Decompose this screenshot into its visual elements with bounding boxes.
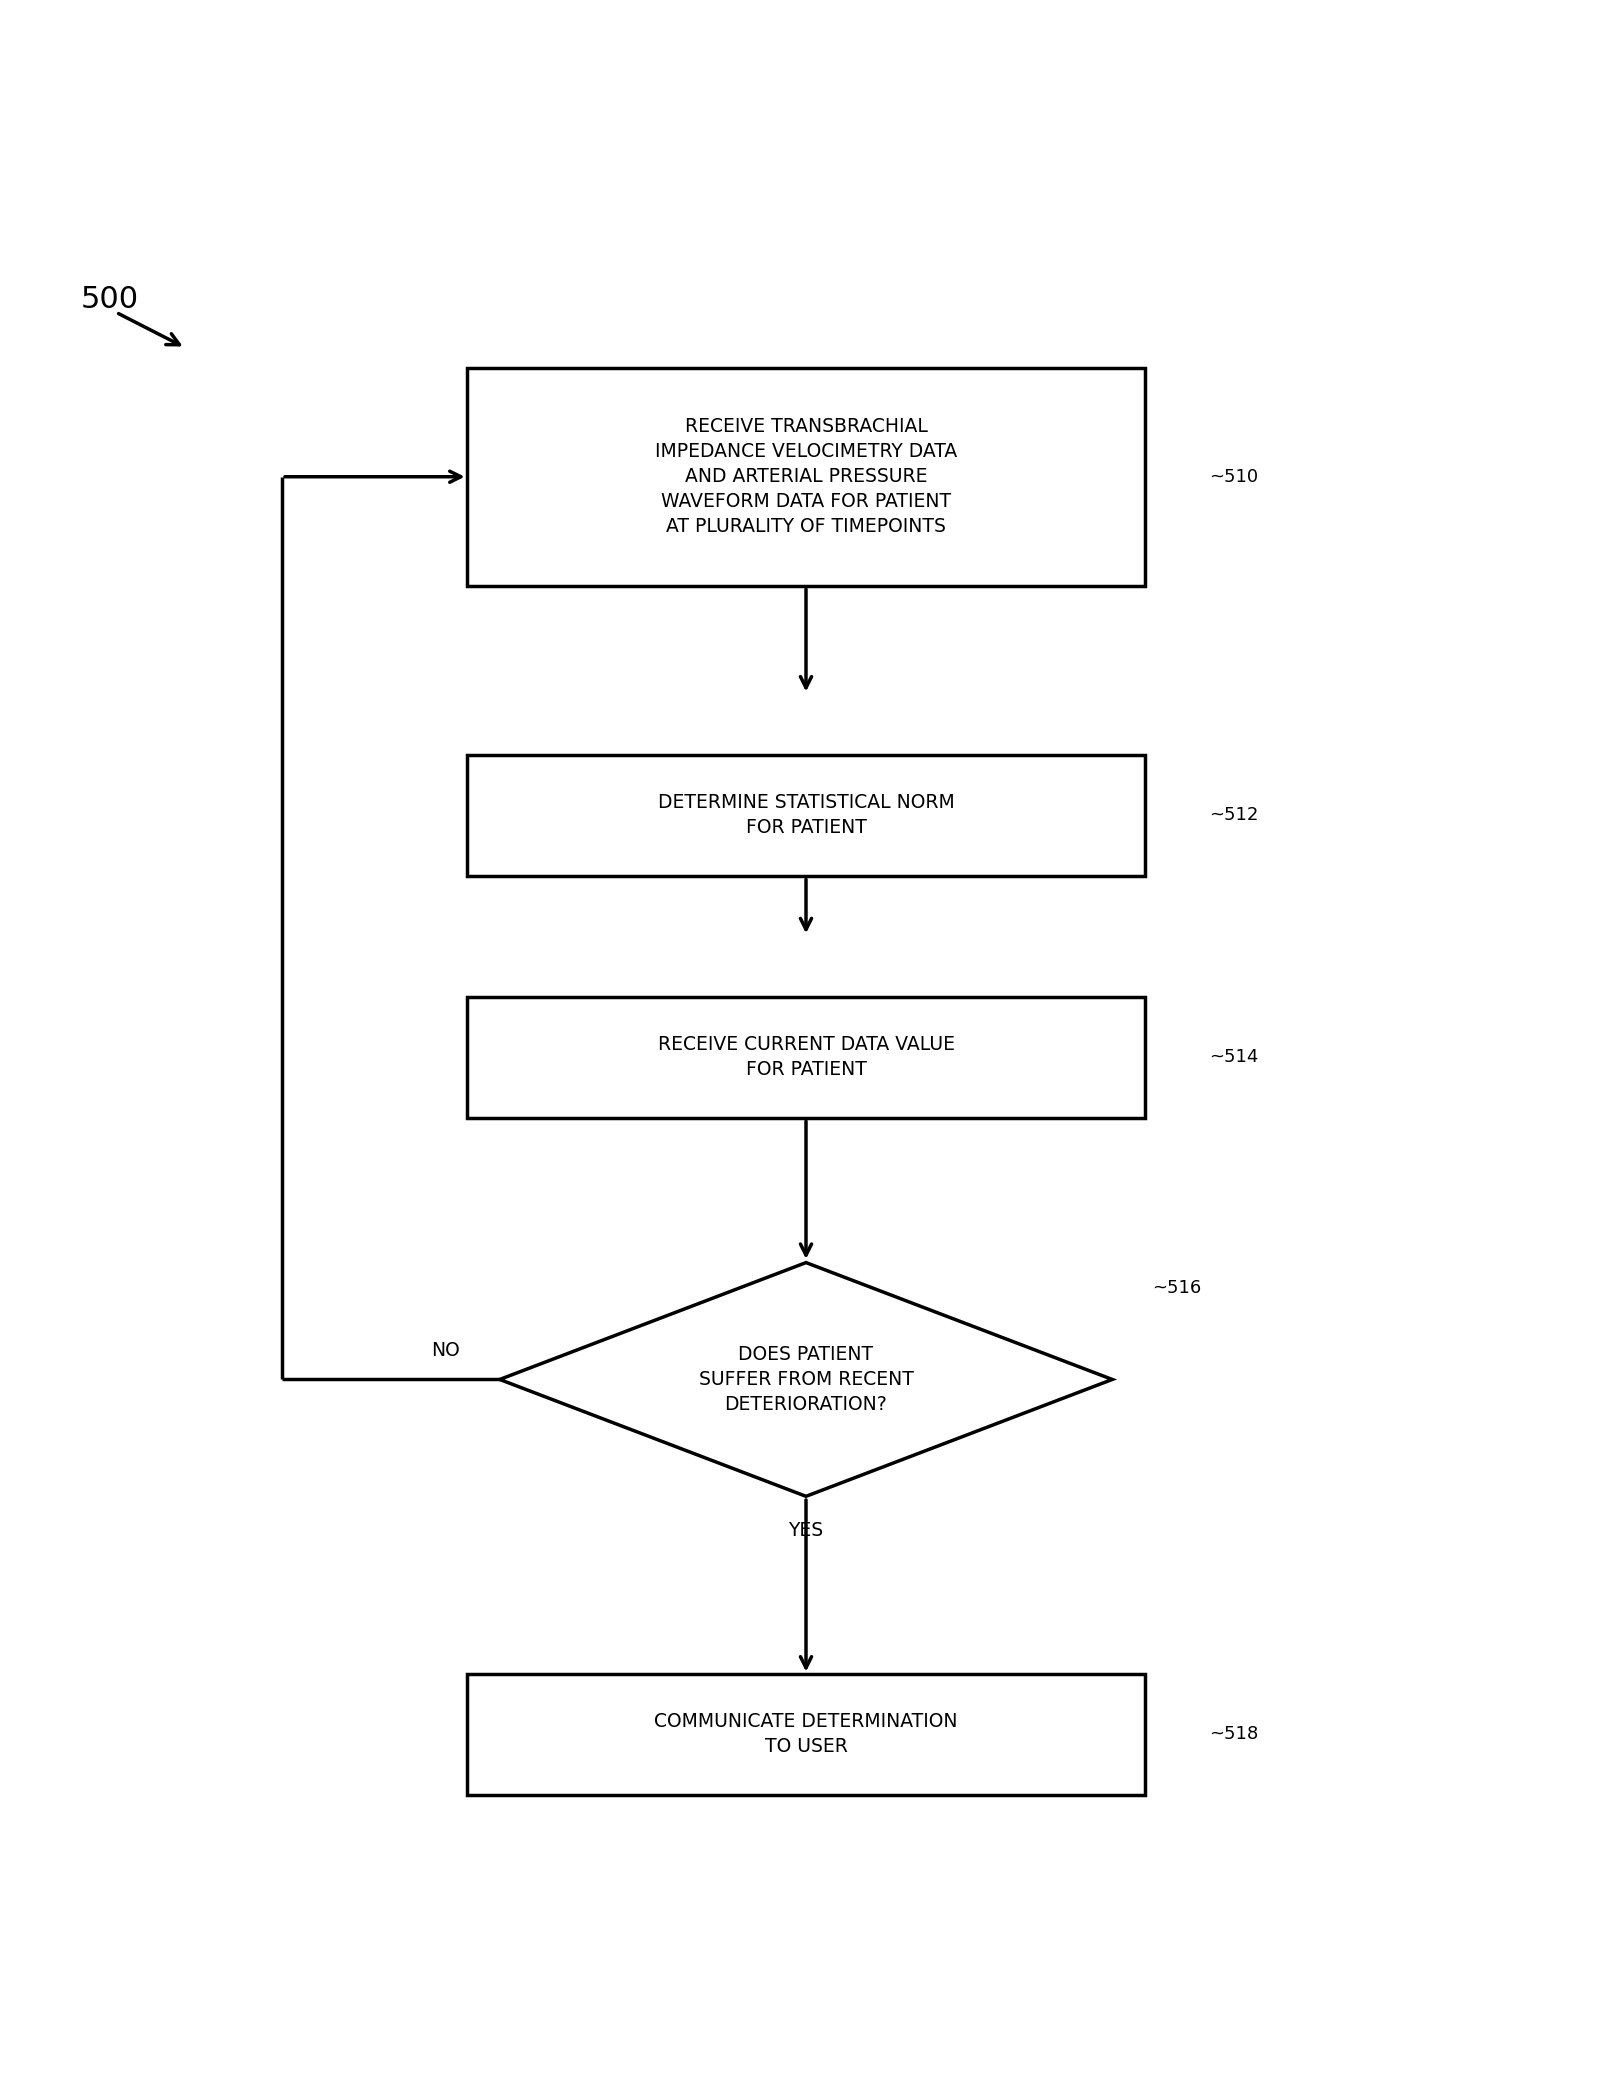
Text: ~512: ~512 (1209, 806, 1259, 825)
Text: COMMUNICATE DETERMINATION
TO USER: COMMUNICATE DETERMINATION TO USER (654, 1712, 958, 1756)
Text: ~510: ~510 (1209, 468, 1257, 487)
Polygon shape (500, 1263, 1112, 1496)
Text: RECEIVE CURRENT DATA VALUE
FOR PATIENT: RECEIVE CURRENT DATA VALUE FOR PATIENT (658, 1034, 954, 1078)
FancyBboxPatch shape (467, 367, 1145, 585)
Text: 500: 500 (81, 285, 139, 315)
Text: ~514: ~514 (1209, 1049, 1259, 1066)
Text: DETERMINE STATISTICAL NORM
FOR PATIENT: DETERMINE STATISTICAL NORM FOR PATIENT (658, 793, 954, 837)
FancyBboxPatch shape (467, 755, 1145, 875)
Text: DOES PATIENT
SUFFER FROM RECENT
DETERIORATION?: DOES PATIENT SUFFER FROM RECENT DETERIOR… (698, 1345, 914, 1414)
FancyBboxPatch shape (467, 997, 1145, 1118)
Text: NO: NO (430, 1341, 459, 1360)
Text: RECEIVE TRANSBRACHIAL
IMPEDANCE VELOCIMETRY DATA
AND ARTERIAL PRESSURE
WAVEFORM : RECEIVE TRANSBRACHIAL IMPEDANCE VELOCIME… (654, 418, 958, 537)
Text: ~518: ~518 (1209, 1725, 1259, 1743)
Text: ~516: ~516 (1153, 1278, 1203, 1297)
Text: YES: YES (788, 1521, 824, 1540)
FancyBboxPatch shape (467, 1674, 1145, 1794)
